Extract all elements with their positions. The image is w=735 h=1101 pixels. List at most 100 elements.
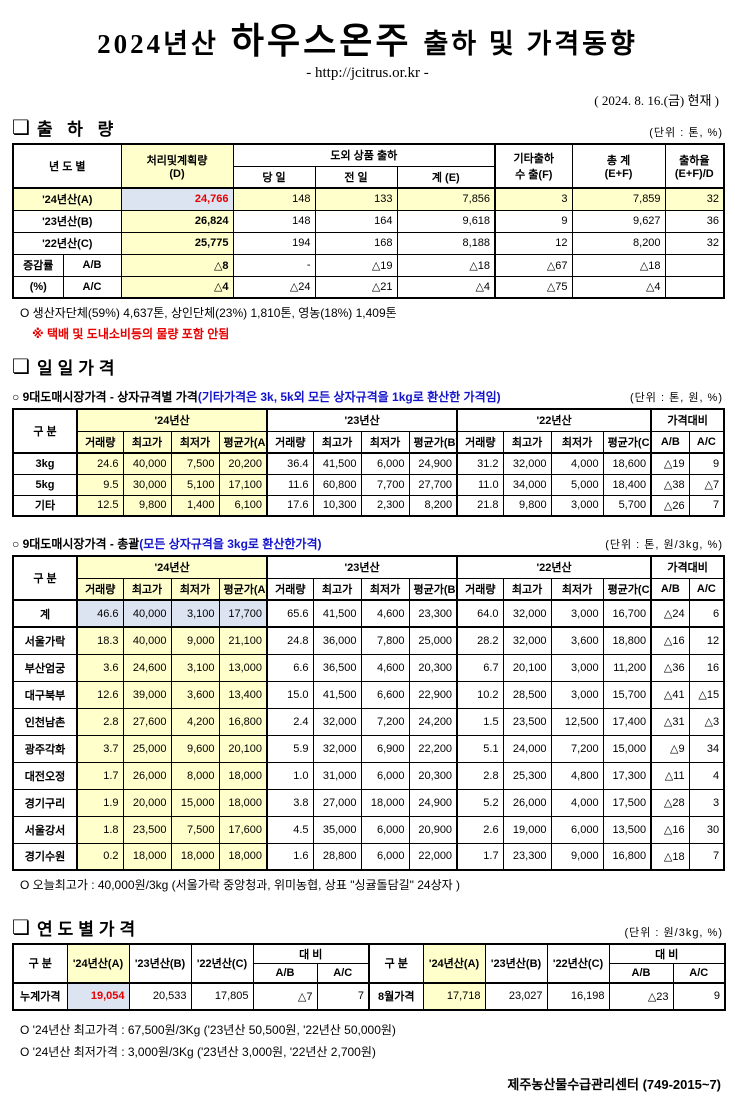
cell-value: 6,900 [360, 734, 410, 763]
cell-value: 32,000 [502, 599, 552, 628]
col-header: 최저가 [360, 430, 410, 454]
cell-value: △18 [571, 253, 666, 277]
cell-value: △11 [650, 761, 690, 790]
cell-value: 15.0 [266, 680, 314, 709]
cell-value: 5,000 [550, 473, 604, 496]
cell-value: 11.6 [266, 473, 314, 496]
yearly-unit-label: (단위 : 원/3kg, %) [624, 927, 723, 939]
cell-value: 6,000 [360, 842, 410, 871]
cell-value: △21 [314, 275, 398, 299]
yearly-table-header: 구 분 '24년산(A) '23년산(B) '22년산(C) 대 비 구 분 '… [12, 943, 726, 984]
cell-value: △19 [314, 253, 398, 277]
col-group-y23: '23년산 [266, 555, 458, 579]
cell-value: △15 [688, 680, 725, 709]
col-header: 최고가 [502, 430, 552, 454]
col-header: 평균가(C) [602, 430, 652, 454]
cell-value: 31.2 [456, 452, 504, 475]
col-header: A/B [650, 577, 690, 601]
col-header: 최고가 [122, 577, 172, 601]
cell-value: 25,000 [122, 734, 172, 763]
cell-value: 36,500 [312, 653, 362, 682]
col-group-y23: '23년산 [266, 408, 458, 432]
square-bullet-icon: ❏ [12, 355, 30, 378]
cell-value: 23,300 [408, 599, 458, 628]
col-header: 평균가(B) [408, 577, 458, 601]
cell-value: 24,900 [408, 452, 458, 475]
col-header-rate-line2: (E+F)/D [674, 168, 714, 180]
cell-value: 6,000 [360, 452, 410, 475]
cell-value: 8,200 [408, 494, 458, 517]
cell-value: 9 [494, 209, 573, 233]
cell-value: 3,000 [550, 599, 604, 628]
change-group-label: 증감률 [12, 253, 64, 277]
overall-subtitle: ○ 9대도매시장가격 - 총괄(모든 상자규격을 3kg로 환산한가격) [12, 535, 321, 552]
cell-value: 6,100 [218, 494, 269, 517]
shipment-table-header: 년 도 별 처리및계획량 (D) 도외 상품 출하 기타출하 수 출(F) 총 … [12, 143, 725, 189]
cell-value: 18.3 [76, 626, 124, 655]
yearly-high-note: O '24년산 최고가격 : 67,500원/3Kg ('23년산 50,500… [20, 1022, 396, 1037]
col-header-ac: A/C [672, 963, 726, 984]
cell-value: △38 [650, 473, 690, 496]
cell-value: 10,300 [312, 494, 362, 517]
cell-value: 3,000 [550, 680, 604, 709]
table-row: 인천남촌 2.8 27,600 4,200 16,800 2.4 32,000 7,200 24… [12, 707, 725, 736]
col-header: A/C [688, 577, 725, 601]
cell-value: 5.1 [456, 734, 504, 763]
cell-value: 8,188 [396, 231, 496, 255]
col-header: 평균가(B) [408, 430, 458, 454]
col-header-prev: 전 일 [314, 165, 398, 189]
cell-value: 3.8 [266, 788, 314, 817]
table-row: (%) A/C △4 △24 △21 △4 △75 △4 [12, 275, 725, 299]
document-header: 2024년산 하우스온주 출하 및 가격동향 - http://jcitrus.… [12, 12, 723, 82]
col-header: 최저가 [550, 430, 604, 454]
cell-value: 11.0 [456, 473, 504, 496]
row-label: '22년산(C) [12, 231, 122, 255]
cell-value: 18,000 [218, 761, 269, 790]
col-header-year: 년 도 별 [12, 143, 122, 189]
cell-value: 2.8 [76, 707, 124, 736]
table-row: 서울가락 18.3 40,000 9,000 21,100 24.8 36,000 7,800… [12, 626, 725, 655]
cell-value: 12,500 [550, 707, 604, 736]
row-label: 서울가락 [12, 626, 78, 655]
cell-value: 13,000 [218, 653, 269, 682]
cell-value: 16,700 [602, 599, 652, 628]
cell-value: 22,900 [408, 680, 458, 709]
cell-value: 3 [494, 187, 573, 211]
as-of-date: ( 2024. 8. 16.(금) 현재 ) [594, 93, 719, 108]
cell-value: 24,000 [502, 734, 552, 763]
change-row-label: A/C [62, 275, 122, 299]
cell-value: 17,805 [190, 982, 254, 1010]
cell-value: 168 [314, 231, 398, 255]
col-header-rate: 출하율 (E+F)/D [664, 143, 725, 189]
cell-value: 22,200 [408, 734, 458, 763]
table-row: 누계가격 19,054 20,533 17,805 △7 7 8월가격 17,7… [12, 982, 726, 1010]
cell-value: 26,000 [502, 788, 552, 817]
cell-value: 2.4 [266, 707, 314, 736]
cell-value: 23,500 [502, 707, 552, 736]
by-box-unit-label: (단위 : 톤, 원, %) [630, 392, 723, 404]
table-row: 3kg 24.6 40,000 7,500 20,200 36.4 41,500 6,000 2… [12, 452, 725, 475]
cell-value: 40,000 [122, 452, 172, 475]
col-header-y22: '22년산(C) [546, 943, 610, 983]
col-header: 최고가 [122, 430, 172, 454]
col-header: 최저가 [170, 430, 220, 454]
table-row: 부산엄궁 3.6 24,600 3,100 13,000 6.6 36,500 4,600 20… [12, 653, 725, 682]
cell-value: △41 [650, 680, 690, 709]
cell-value: 7,500 [170, 452, 220, 475]
col-header-gubun: 구 분 [12, 943, 68, 983]
cell-value: 4,800 [550, 761, 604, 790]
col-group-compare: 가격대비 [650, 555, 725, 579]
shipment-table: 년 도 별 처리및계획량 (D) 도외 상품 출하 기타출하 수 출(F) 총 … [12, 143, 726, 299]
cell-value: 21,100 [218, 626, 269, 655]
cell-value: 3,100 [170, 653, 220, 682]
cell-value: 16,198 [546, 982, 610, 1010]
cell-value: △75 [494, 275, 573, 299]
cell-value: 5,100 [170, 473, 220, 496]
cell-value: 39,000 [122, 680, 172, 709]
cell-value: 23,027 [484, 982, 548, 1010]
table-row: 서울강서 1.8 23,500 7,500 17,600 4.5 35,000 6,000 20… [12, 815, 725, 844]
cell-value: 3,000 [550, 653, 604, 682]
cell-value: △24 [650, 599, 690, 628]
cell-value: 18,600 [602, 452, 652, 475]
cell-value: 7,200 [550, 734, 604, 763]
